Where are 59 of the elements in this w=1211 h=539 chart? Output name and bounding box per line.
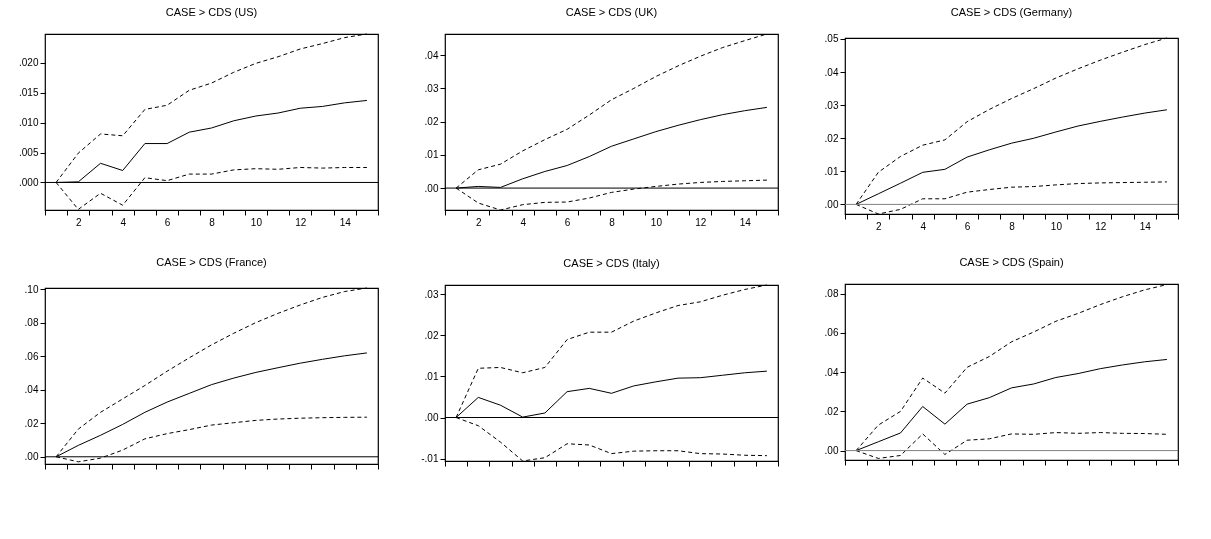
y-tick-label: .00	[424, 412, 439, 424]
x-tick-label: 2	[76, 216, 83, 228]
y-tick-label: .015	[19, 87, 39, 99]
x-tick-label: 2	[476, 216, 483, 228]
x-tick-label: 8	[609, 216, 616, 228]
chart-title: CASE > CDS (Germany)	[950, 5, 1073, 18]
x-tick-label: 4	[920, 220, 927, 232]
y-tick-label: .10	[24, 283, 39, 295]
x-tick-label: 8	[209, 216, 216, 228]
y-tick-label: .020	[19, 57, 39, 69]
y-tick-label: .08	[24, 317, 39, 329]
x-tick-label: 8	[1009, 220, 1016, 232]
y-tick-label: .000	[19, 176, 39, 188]
y-tick-label: .04	[824, 66, 839, 78]
chart-title: CASE > CDS (UK)	[565, 5, 658, 18]
chart-title: CASE > CDS (US)	[165, 5, 258, 18]
y-tick-label: .01	[824, 165, 839, 177]
chart-title: CASE > CDS (Spain)	[959, 256, 1064, 268]
x-tick-label: 12	[1095, 220, 1107, 232]
y-tick-label: .00	[824, 445, 839, 457]
y-tick-label: .06	[24, 350, 39, 362]
x-tick-label: 14	[1139, 220, 1152, 232]
y-tick-label: .01	[424, 149, 439, 161]
x-tick-label: 10	[250, 216, 263, 228]
y-tick-label: -.01	[421, 453, 439, 465]
y-tick-label: .00	[424, 182, 439, 194]
y-tick-label: .04	[424, 49, 439, 61]
y-tick-label: .03	[424, 82, 439, 94]
x-tick-label: 14	[339, 216, 352, 228]
x-tick-label: 4	[120, 216, 127, 228]
y-tick-label: .06	[824, 327, 839, 339]
chart-title: CASE > CDS (Italy)	[563, 256, 660, 269]
y-tick-label: .03	[424, 288, 439, 300]
x-tick-label: 6	[564, 216, 571, 228]
y-tick-label: .02	[24, 417, 39, 429]
x-tick-label: 12	[695, 216, 707, 228]
x-tick-label: 14	[739, 216, 752, 228]
x-tick-label: 12	[295, 216, 307, 228]
y-tick-label: .00	[24, 451, 39, 463]
x-tick-label: 4	[520, 216, 527, 228]
y-tick-label: .005	[19, 147, 39, 159]
x-tick-label: 10	[1050, 220, 1063, 232]
y-tick-label: .03	[824, 99, 839, 111]
y-tick-label: .04	[824, 366, 839, 378]
y-tick-label: .02	[424, 329, 439, 341]
y-tick-label: .02	[424, 116, 439, 128]
x-tick-label: 6	[164, 216, 171, 228]
y-tick-label: .02	[824, 132, 839, 144]
y-tick-label: .010	[19, 117, 39, 129]
x-tick-label: 6	[964, 220, 971, 232]
y-tick-label: .02	[824, 405, 839, 417]
y-tick-label: .04	[24, 384, 39, 396]
y-tick-label: .05	[824, 33, 839, 45]
y-tick-label: .01	[424, 370, 439, 382]
y-tick-label: .00	[824, 198, 839, 210]
x-tick-label: 10	[650, 216, 663, 228]
x-tick-label: 2	[876, 220, 883, 232]
y-tick-label: .08	[824, 288, 839, 300]
chart-title: CASE > CDS (France)	[156, 256, 267, 269]
